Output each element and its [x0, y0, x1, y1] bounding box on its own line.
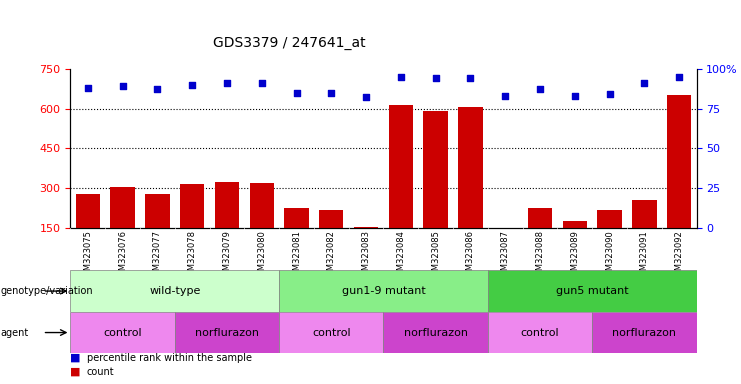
Point: [116, 83, 128, 89]
Text: control: control: [312, 328, 350, 338]
Bar: [423, 111, 448, 268]
Point: [325, 89, 337, 96]
Text: GDS3379 / 247641_at: GDS3379 / 247641_at: [213, 36, 366, 50]
Text: genotype/variation: genotype/variation: [1, 286, 93, 296]
Bar: [592, 312, 697, 353]
Text: GSM323081: GSM323081: [292, 230, 301, 281]
Bar: [597, 210, 622, 268]
Text: agent: agent: [1, 328, 29, 338]
Bar: [250, 183, 274, 268]
Bar: [389, 104, 413, 268]
Point: [221, 80, 233, 86]
Bar: [70, 270, 279, 312]
Bar: [215, 182, 239, 268]
Bar: [145, 194, 170, 268]
Text: GSM323079: GSM323079: [222, 230, 231, 281]
Bar: [488, 312, 592, 353]
Bar: [110, 187, 135, 268]
Bar: [384, 312, 488, 353]
Bar: [458, 107, 482, 268]
Text: GSM323089: GSM323089: [571, 230, 579, 281]
Text: GSM323090: GSM323090: [605, 230, 614, 281]
Bar: [285, 208, 309, 268]
Point: [360, 94, 372, 101]
Text: norflurazon: norflurazon: [404, 328, 468, 338]
Text: count: count: [87, 366, 114, 377]
Text: GSM323078: GSM323078: [187, 230, 196, 281]
Point: [534, 86, 546, 93]
Bar: [76, 194, 100, 268]
Text: GSM323075: GSM323075: [83, 230, 93, 281]
Bar: [667, 95, 691, 268]
Bar: [279, 312, 384, 353]
Text: GSM323080: GSM323080: [257, 230, 266, 281]
Bar: [354, 227, 378, 268]
Bar: [279, 270, 488, 312]
Text: control: control: [521, 328, 559, 338]
Point: [82, 85, 93, 91]
Bar: [319, 210, 344, 268]
Point: [639, 80, 651, 86]
Text: GSM323088: GSM323088: [536, 230, 545, 281]
Point: [604, 91, 616, 97]
Text: GSM323077: GSM323077: [153, 230, 162, 281]
Bar: [488, 270, 697, 312]
Point: [290, 89, 302, 96]
Text: GSM323085: GSM323085: [431, 230, 440, 281]
Point: [256, 80, 268, 86]
Text: GSM323087: GSM323087: [501, 230, 510, 281]
Text: ■: ■: [70, 366, 81, 377]
Text: GSM323076: GSM323076: [118, 230, 127, 281]
Text: GSM323082: GSM323082: [327, 230, 336, 281]
Text: norflurazon: norflurazon: [612, 328, 677, 338]
Text: gun1-9 mutant: gun1-9 mutant: [342, 286, 425, 296]
Point: [186, 81, 198, 88]
Text: GSM323083: GSM323083: [362, 230, 370, 281]
Point: [465, 75, 476, 81]
Text: GSM323092: GSM323092: [674, 230, 684, 281]
Text: gun5 mutant: gun5 mutant: [556, 286, 628, 296]
Text: percentile rank within the sample: percentile rank within the sample: [87, 353, 252, 363]
Bar: [175, 312, 279, 353]
Text: ■: ■: [70, 353, 81, 363]
Bar: [493, 228, 517, 268]
Text: GSM323091: GSM323091: [640, 230, 649, 281]
Bar: [528, 208, 552, 268]
Text: norflurazon: norflurazon: [195, 328, 259, 338]
Bar: [632, 200, 657, 268]
Bar: [562, 222, 587, 268]
Point: [569, 93, 581, 99]
Point: [151, 86, 163, 93]
Point: [674, 74, 685, 80]
Bar: [180, 184, 205, 268]
Text: control: control: [103, 328, 142, 338]
Bar: [70, 312, 175, 353]
Text: GSM323084: GSM323084: [396, 230, 405, 281]
Text: GSM323086: GSM323086: [466, 230, 475, 281]
Point: [499, 93, 511, 99]
Point: [395, 74, 407, 80]
Point: [430, 75, 442, 81]
Text: wild-type: wild-type: [149, 286, 200, 296]
